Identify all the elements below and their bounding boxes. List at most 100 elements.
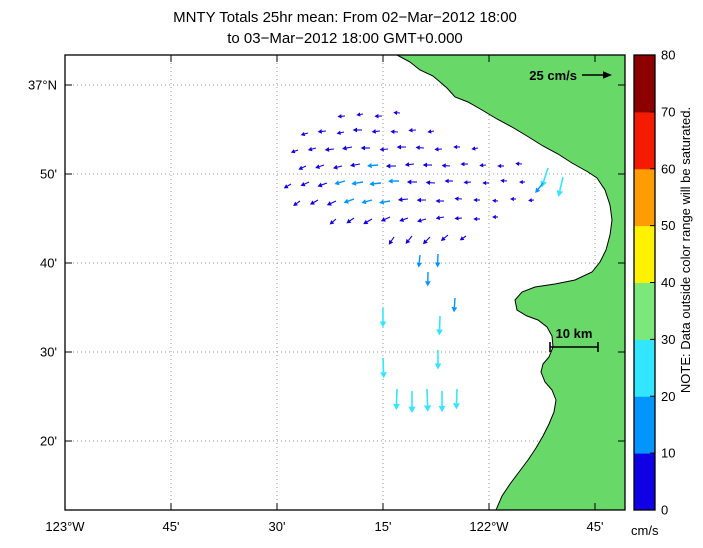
current-vector-head bbox=[342, 145, 347, 151]
current-vector-shaft bbox=[304, 132, 309, 135]
current-vector-head bbox=[380, 217, 386, 222]
current-vector-head bbox=[346, 218, 352, 224]
current-vector-head bbox=[438, 405, 446, 413]
current-vector-head bbox=[356, 112, 361, 117]
current-vector-head bbox=[408, 128, 413, 133]
current-vector-head bbox=[371, 129, 376, 134]
x-tick-label: 123°W bbox=[45, 519, 85, 534]
current-vector-shaft bbox=[395, 388, 398, 404]
axes-frame bbox=[64, 54, 626, 511]
colorbar-unit-label: cm/s bbox=[631, 523, 659, 538]
current-vector-head bbox=[315, 164, 321, 169]
current-vector-head bbox=[492, 198, 497, 203]
current-vector-head bbox=[423, 405, 432, 412]
current-vector-shaft bbox=[407, 235, 413, 241]
current-vector-head bbox=[361, 199, 367, 205]
current-vector-head bbox=[500, 178, 505, 183]
current-vector-head bbox=[388, 239, 394, 245]
current-vector-shaft bbox=[462, 235, 467, 239]
current-vector-head bbox=[482, 180, 487, 186]
current-vector-shaft bbox=[425, 236, 431, 242]
current-vector-head bbox=[367, 163, 372, 169]
current-vector-shaft bbox=[330, 200, 337, 204]
current-vector-head bbox=[300, 131, 306, 137]
current-vector-head bbox=[535, 187, 541, 194]
current-vector-head bbox=[283, 184, 289, 189]
current-vector-shaft bbox=[384, 216, 391, 220]
current-vector-head bbox=[408, 406, 416, 414]
current-vector-shaft bbox=[403, 217, 409, 221]
colorbar-band bbox=[634, 225, 655, 283]
current-vector-head bbox=[454, 196, 459, 201]
current-vector-head bbox=[444, 178, 449, 184]
current-vector-shaft bbox=[559, 176, 564, 192]
current-vector-head bbox=[309, 200, 315, 205]
current-vector-head bbox=[435, 198, 440, 204]
current-vector-shaft bbox=[304, 181, 310, 185]
current-vector-head bbox=[317, 129, 322, 134]
current-vector-head bbox=[326, 201, 332, 206]
current-vector-head bbox=[441, 163, 446, 168]
current-vector-head bbox=[440, 236, 446, 241]
y-tick-label: 37°N bbox=[28, 78, 57, 93]
current-vector-head bbox=[451, 307, 458, 313]
axis-ticks-layer bbox=[64, 55, 625, 510]
current-vector-head bbox=[369, 181, 375, 187]
current-vector-shaft bbox=[390, 236, 395, 242]
current-vector-head bbox=[298, 165, 304, 170]
current-vector-head bbox=[300, 181, 306, 187]
current-vector-head bbox=[379, 321, 387, 328]
current-vector-shaft bbox=[402, 198, 409, 201]
colorbar-tick-label: 20 bbox=[661, 389, 675, 404]
current-vector-head bbox=[510, 196, 514, 202]
current-vector-shaft bbox=[328, 148, 335, 151]
current-vector-shaft bbox=[346, 146, 353, 149]
figure-title-line2: to 03−Mar−2012 18:00 GMT+0.000 bbox=[227, 30, 463, 47]
current-vector-shaft bbox=[537, 182, 544, 190]
current-vector-head bbox=[363, 219, 369, 225]
current-vector-head bbox=[343, 198, 349, 204]
current-vector-head bbox=[290, 149, 296, 154]
current-vector-shaft bbox=[301, 165, 307, 169]
figure-title-line1: MNTY Totals 25hr mean: From 02−Mar−2012 … bbox=[173, 9, 517, 26]
x-tick-label: 45' bbox=[587, 519, 604, 534]
colorbar-bands bbox=[634, 55, 655, 511]
current-vector-head bbox=[463, 180, 468, 185]
current-vector-shaft bbox=[349, 217, 355, 222]
current-vector-head bbox=[540, 180, 547, 188]
current-vector-shaft bbox=[453, 297, 456, 308]
x-tick-label: 30' bbox=[269, 519, 286, 534]
current-vector-head bbox=[324, 147, 330, 152]
colorbar-band bbox=[634, 282, 655, 340]
current-vector-head bbox=[425, 281, 431, 287]
current-vector-head bbox=[352, 127, 358, 133]
reference-vector-arrow-head bbox=[603, 71, 612, 79]
colorbar-tick-label: 40 bbox=[661, 275, 675, 290]
current-vector-shaft bbox=[426, 388, 429, 406]
current-vector-shaft bbox=[296, 200, 301, 204]
current-vector-head bbox=[459, 236, 465, 241]
current-vector-head bbox=[397, 197, 403, 203]
current-vector-head bbox=[473, 197, 478, 203]
x-tick-label: 122°W bbox=[469, 519, 509, 534]
x-tick-label: 15' bbox=[375, 519, 392, 534]
current-vector-head bbox=[436, 329, 443, 336]
x-axis-tick-labels: 123°W 45' 30' 15' 122°W 45' bbox=[45, 519, 603, 534]
current-vector-head bbox=[334, 180, 340, 186]
current-vector-shaft bbox=[418, 254, 421, 263]
colorbar-note: NOTE: Data outside color range will be s… bbox=[678, 107, 693, 393]
current-vector-head bbox=[460, 161, 465, 167]
reference-vector-label: 25 cm/s bbox=[529, 68, 577, 83]
current-vector-head bbox=[479, 163, 484, 168]
y-tick-label: 30' bbox=[40, 345, 57, 360]
current-vector-shaft bbox=[319, 164, 325, 168]
current-vector-head bbox=[427, 129, 432, 134]
current-vector-shaft bbox=[373, 182, 382, 185]
current-vector-head bbox=[497, 163, 502, 169]
current-vector-head bbox=[307, 146, 313, 152]
current-vector-shaft bbox=[371, 164, 379, 167]
current-vector-head bbox=[416, 197, 422, 203]
colorbar-tick-label: 60 bbox=[661, 161, 675, 176]
